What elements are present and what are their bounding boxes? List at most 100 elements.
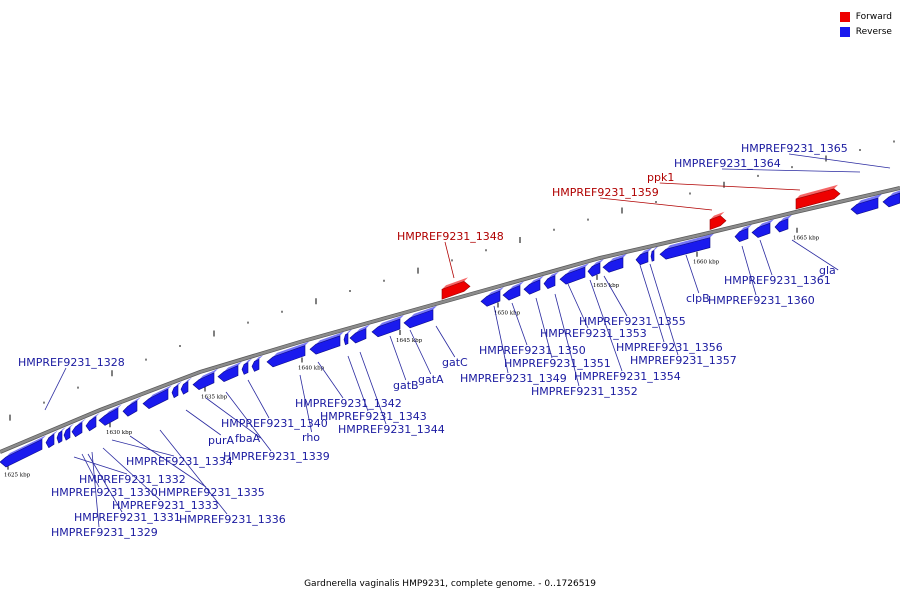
leader-line: [511, 302, 528, 346]
gene-arrow-top: [609, 253, 627, 263]
reverse-gene-arrow[interactable]: [71, 422, 83, 438]
leader-line: [741, 245, 757, 296]
gene-label[interactable]: HMPREF9231_1364: [674, 157, 781, 170]
gene-label[interactable]: HMPREF9231_1331: [74, 511, 181, 524]
gene-label[interactable]: HMPREF9231_1357: [630, 354, 737, 367]
reverse-gene-arrow[interactable]: [635, 251, 649, 266]
leader-line: [73, 456, 128, 475]
leader-line: [639, 264, 665, 343]
leader-line: [44, 367, 67, 411]
leader-line: [589, 279, 623, 372]
forward-gene-arrow[interactable]: [441, 281, 471, 300]
leader-line: [102, 447, 161, 501]
gene-label[interactable]: HMPREF9231_1344: [338, 423, 445, 436]
forward-gene-arrow[interactable]: [709, 215, 727, 231]
reverse-gene-arrow[interactable]: [171, 384, 179, 399]
reverse-gene-arrow[interactable]: [774, 218, 789, 233]
gene-label[interactable]: HMPREF9231_1329: [51, 526, 158, 539]
gene-label[interactable]: HMPREF9231_1339: [223, 450, 330, 463]
gene-label[interactable]: HMPREF9231_1354: [574, 370, 681, 383]
gene-label[interactable]: HMPREF9231_1349: [460, 372, 567, 385]
forward-swatch: [839, 11, 850, 22]
reverse-gene-arrow[interactable]: [559, 266, 586, 285]
reverse-gene-arrow[interactable]: [734, 228, 749, 242]
gene-label[interactable]: HMPREF9231_1342: [295, 397, 402, 410]
gene-label[interactable]: HMPREF9231_1355: [579, 315, 686, 328]
gene-label[interactable]: HMPREF9231_1334: [126, 455, 233, 468]
reverse-gene-arrow[interactable]: [403, 309, 434, 329]
gene-label[interactable]: HMPREF9231_1350: [479, 344, 586, 357]
reverse-gene-arrow[interactable]: [45, 433, 55, 449]
reverse-gene-arrow[interactable]: [850, 197, 879, 215]
reverse-gene-arrow[interactable]: [63, 427, 71, 441]
gene-label[interactable]: fbaA: [235, 432, 261, 445]
gene-arrow-top: [244, 358, 252, 365]
gene-label[interactable]: gatA: [418, 373, 444, 386]
reverse-gene-arrow[interactable]: [650, 250, 655, 262]
gene-arrow-top: [254, 355, 263, 362]
leader-line: [599, 197, 713, 211]
gene-label[interactable]: HMPREF9231_1330: [51, 486, 158, 499]
reverse-gene-arrow[interactable]: [241, 362, 249, 375]
tick-label: 1660 kbp: [693, 260, 720, 266]
reverse-gene-arrow[interactable]: [98, 407, 119, 426]
gene-label[interactable]: rho: [302, 431, 320, 444]
reverse-gene-arrow[interactable]: [192, 372, 215, 391]
forward-gene-arrow[interactable]: [795, 188, 841, 210]
reverse-gene-arrow[interactable]: [882, 192, 900, 208]
legend-reverse-label: Reverse: [855, 26, 892, 37]
gene-label[interactable]: HMPREF9231_1352: [531, 385, 638, 398]
leader-line: [389, 335, 407, 381]
reverse-gene-arrow[interactable]: [217, 365, 239, 382]
gene-label[interactable]: HMPREF9231_1332: [79, 473, 186, 486]
reverse-gene-arrow[interactable]: [659, 237, 711, 260]
reverse-gene-arrow[interactable]: [751, 222, 771, 238]
gene-label[interactable]: HMPREF9231_1328: [18, 356, 125, 369]
gene-label[interactable]: gatB: [393, 379, 419, 392]
gene-arrow-top: [888, 190, 900, 197]
gene-label[interactable]: HMPREF9231_1340: [221, 417, 328, 430]
gene-label[interactable]: HMPREF9231_1348: [397, 230, 504, 243]
reverse-gene-arrow[interactable]: [0, 438, 43, 468]
gene-label[interactable]: clpB: [686, 292, 710, 305]
gene-label[interactable]: HMPREF9231_1343: [320, 410, 427, 423]
gene-label[interactable]: HMPREF9231_1365: [741, 142, 848, 155]
reverse-gene-arrow[interactable]: [343, 333, 349, 346]
reverse-gene-arrow[interactable]: [543, 275, 556, 290]
gene-label[interactable]: HMPREF9231_1336: [179, 513, 286, 526]
reverse-gene-arrow[interactable]: [180, 381, 189, 395]
tick-label: 1665 kbp: [793, 236, 820, 242]
reverse-gene-arrow[interactable]: [480, 290, 501, 307]
leader-line: [81, 453, 100, 488]
gene-label[interactable]: HMPREF9231_1360: [708, 294, 815, 307]
reverse-gene-arrow[interactable]: [602, 257, 624, 273]
reverse-gene-arrow[interactable]: [85, 416, 97, 432]
reverse-gene-arrow[interactable]: [502, 284, 521, 301]
gene-arrow-top: [487, 287, 504, 297]
leader-line: [788, 153, 891, 169]
gene-label[interactable]: HMPREF9231_1359: [552, 186, 659, 199]
gene-label[interactable]: HMPREF9231_1356: [616, 341, 723, 354]
reverse-gene-arrow[interactable]: [266, 345, 306, 368]
reverse-gene-arrow[interactable]: [251, 358, 260, 372]
gene-label[interactable]: purA: [208, 434, 234, 447]
gene-label[interactable]: gatC: [442, 356, 468, 369]
gene-label[interactable]: HMPREF9231_1353: [540, 327, 647, 340]
reverse-gene-arrow[interactable]: [122, 400, 138, 417]
reverse-gene-arrow[interactable]: [587, 262, 601, 277]
gene-arrow-top: [442, 277, 468, 290]
reverse-gene-arrow[interactable]: [523, 279, 541, 295]
leader-line: [185, 409, 222, 436]
reverse-gene-arrow[interactable]: [142, 388, 169, 410]
reverse-gene-arrow[interactable]: [309, 335, 341, 355]
reverse-gene-arrow[interactable]: [349, 328, 367, 344]
reverse-gene-arrow[interactable]: [56, 430, 63, 444]
gene-label[interactable]: HMPREF9231_1333: [112, 499, 219, 512]
gene-label[interactable]: HMPREF9231_1361: [724, 274, 831, 287]
gene-label[interactable]: HMPREF9231_1351: [504, 357, 611, 370]
gene-label[interactable]: gla: [819, 264, 836, 277]
gene-arrow-top: [547, 271, 559, 279]
reverse-gene-arrow[interactable]: [371, 318, 401, 338]
gene-label[interactable]: HMPREF9231_1335: [158, 486, 265, 499]
gene-label[interactable]: ppk1: [647, 171, 674, 184]
